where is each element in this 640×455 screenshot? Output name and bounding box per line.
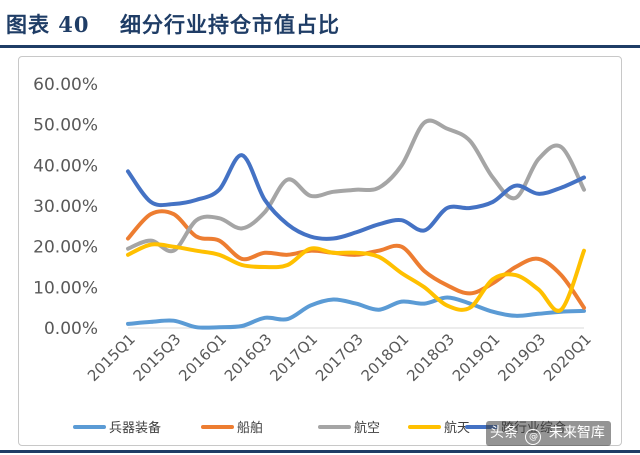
x-tick-label: 2018Q1 <box>358 330 413 385</box>
series-lines <box>126 118 586 330</box>
watermark: 头条 @ 未来智库 <box>486 421 611 446</box>
series-line-4 <box>126 242 586 313</box>
legend-label: 航天 <box>444 420 470 436</box>
legend-label: 船舶 <box>237 420 263 436</box>
x-axis-tick-labels: 2015Q12015Q32016Q12016Q32017Q12017Q32018… <box>84 330 595 385</box>
figure-title: 细分行业持仓市值占比 <box>120 12 340 37</box>
series-line-5 <box>126 153 586 241</box>
y-tick-label: 60.00% <box>33 75 98 95</box>
series-line-2 <box>126 209 586 310</box>
y-axis-tick-labels: 0.00% 10.00% 20.00% 30.00% 40.00% 50.00% 60.00… <box>33 75 98 339</box>
x-tick-label: 2017Q3 <box>312 330 367 385</box>
chart-frame <box>18 56 622 446</box>
legend-label: 航空 <box>354 420 380 436</box>
series-line-1 <box>126 295 586 330</box>
x-tick-label: 2016Q1 <box>175 330 230 385</box>
x-tick-label: 2019Q3 <box>494 330 549 385</box>
x-tick-label: 2017Q1 <box>266 330 321 385</box>
x-tick-label: 2015Q3 <box>130 330 185 385</box>
figure-header: 图表 40 细分行业持仓市值占比 <box>0 0 640 48</box>
y-tick-label: 10.00% <box>33 278 98 298</box>
figure-number: 图表 40 <box>6 12 90 37</box>
y-tick-label: 50.00% <box>33 116 98 136</box>
footer-rule <box>0 450 640 453</box>
at-icon: @ <box>525 429 542 445</box>
x-tick-label: 2018Q3 <box>403 330 458 385</box>
legend-label: 兵器装备 <box>109 420 161 436</box>
watermark-name: 未来智库 <box>548 425 605 441</box>
watermark-prefix: 头条 <box>490 425 518 441</box>
y-tick-label: 30.00% <box>33 197 98 217</box>
x-tick-label: 2020Q1 <box>540 330 595 385</box>
y-tick-label: 40.00% <box>33 156 98 176</box>
series-line-3 <box>126 118 586 254</box>
x-tick-label: 2016Q3 <box>221 330 276 385</box>
y-tick-label: 20.00% <box>33 238 98 258</box>
header-rule <box>0 45 640 48</box>
x-tick-label: 2019Q1 <box>449 330 504 385</box>
y-tick-label: 0.00% <box>44 319 98 339</box>
